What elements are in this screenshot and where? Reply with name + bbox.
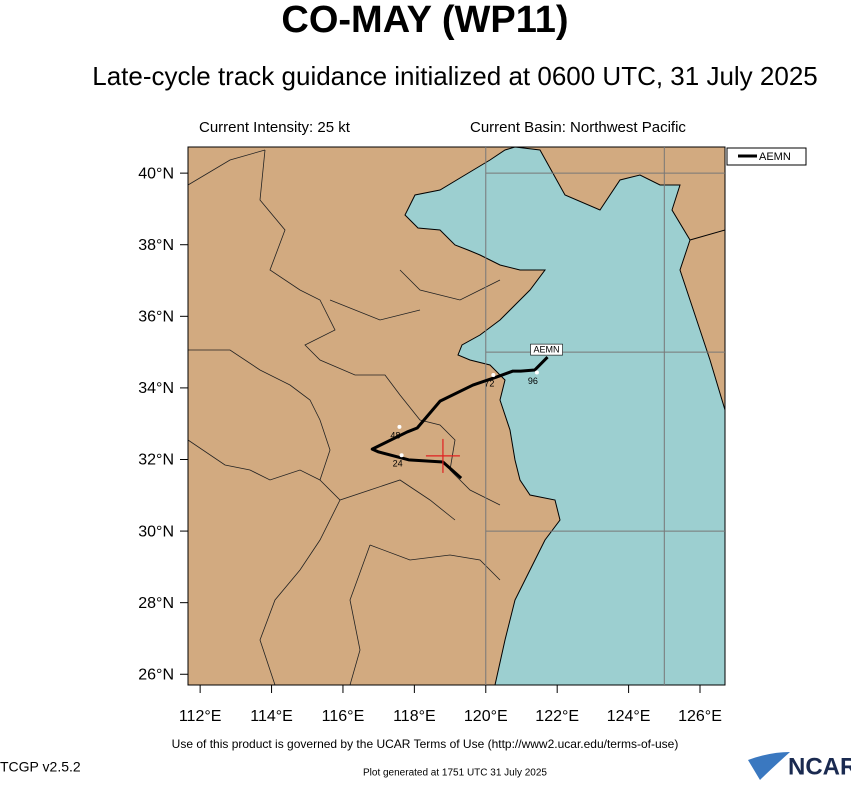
hour-label: 24 [393,459,403,469]
korea [679,229,725,411]
lon-label: 126°E [678,708,722,725]
legend-label: AEMN [759,151,791,163]
lat-label: 30°N [138,523,174,540]
basin: Current Basin: Northwest Pacific [470,119,686,136]
track-tag: AEMN [534,344,560,354]
hour-dot [534,370,539,375]
map-area [188,147,725,685]
lon-label: 112°E [179,708,222,725]
subtitle: Late-cycle track guidance initialized at… [92,61,818,91]
borders [188,149,501,685]
logo: NCAR [788,753,851,780]
lat-label: 26°N [138,666,174,683]
lon-label: 116°E [322,708,365,725]
logo-mark [748,752,790,780]
map-frame [187,146,726,686]
title: CO-MAY (WP11) [281,0,568,41]
lat-label: 34°N [138,380,174,397]
lon-label: 124°E [607,708,651,725]
hour-label: 48 [390,430,400,440]
legend [726,147,807,166]
lon-label: 114°E [250,708,293,725]
lon-label: 122°E [535,708,579,725]
track [370,356,549,480]
intensity: Current Intensity: 25 kt [199,119,351,136]
hour-dot [491,373,496,378]
lon-label: 120°E [464,708,508,725]
terms: Use of this product is governed by the U… [172,737,679,751]
hour-label: 96 [528,376,538,386]
lat-label: 36°N [138,309,174,326]
track-tag-box [530,343,563,356]
sea [404,147,725,685]
lat-label: 40°N [138,165,174,182]
hour-dot [399,453,404,458]
version: TCGP v2.5.2 [0,759,81,775]
hour-dot [397,424,402,429]
hour-label: 72 [484,378,494,388]
lon-label: 118°E [393,708,436,725]
generated: Plot generated at 1751 UTC 31 July 2025 [363,768,547,779]
lat-label: 38°N [138,237,174,254]
lat-label: 32°N [138,452,174,469]
dynamic: 112°E 114°E 116°E 118°E 120°E 122°E 124°E 126°E… [138,147,725,725]
lat-label: 28°N [138,595,174,612]
